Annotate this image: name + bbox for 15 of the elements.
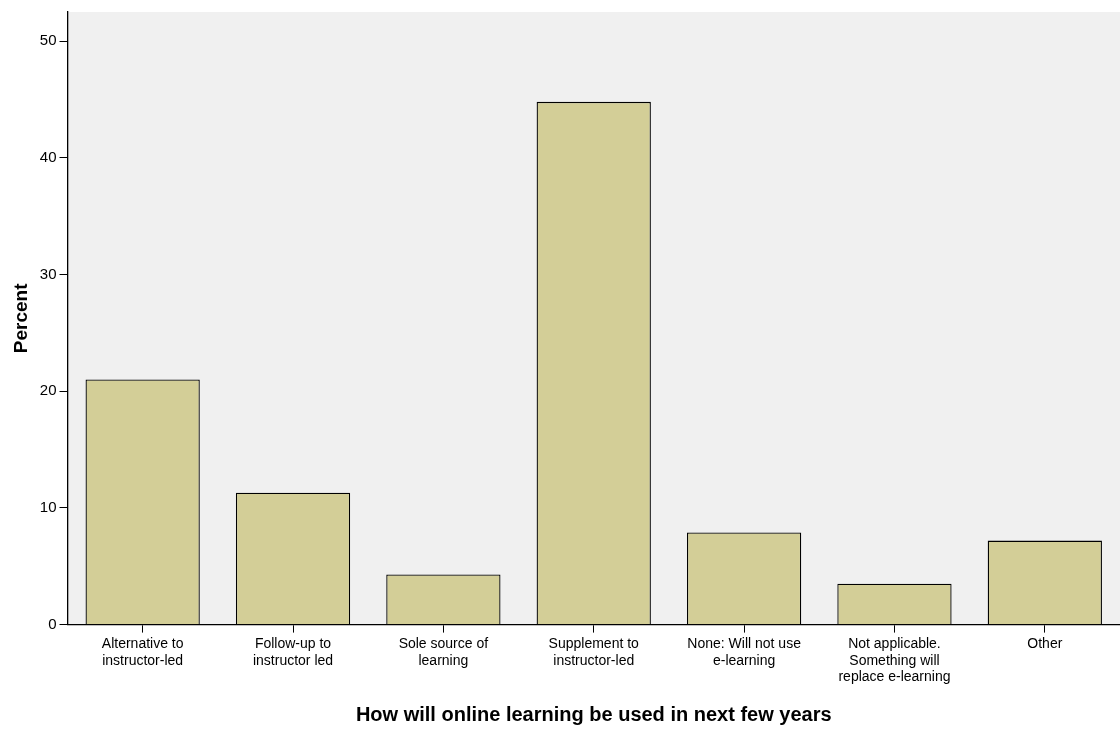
x-tick-label: Other — [1027, 634, 1063, 651]
x-tick-label: Supplement to instructor-led — [548, 634, 640, 668]
y-tick-label: 50 — [39, 31, 57, 49]
x-axis-title: How will online learning be used in next few years — [355, 702, 832, 725]
x-tick-label: Alternative to instructor-led — [101, 634, 184, 668]
y-tick-label: 20 — [39, 381, 57, 399]
y-tick-label: 40 — [39, 148, 57, 165]
x-tick-label: Sole source of learning — [398, 634, 489, 668]
x-tick-label: Not applicable. Something will replace e-learning — [838, 634, 951, 685]
x-tick-label: Follow-up to instructor led — [252, 634, 334, 668]
y-axis-title: Percent — [9, 282, 31, 354]
y-tick-label: 0 — [48, 614, 57, 632]
y-tick-label: 30 — [39, 264, 57, 282]
y-tick-label: 10 — [39, 498, 57, 516]
x-tick-label: None: Will not use e-learning — [687, 634, 802, 668]
